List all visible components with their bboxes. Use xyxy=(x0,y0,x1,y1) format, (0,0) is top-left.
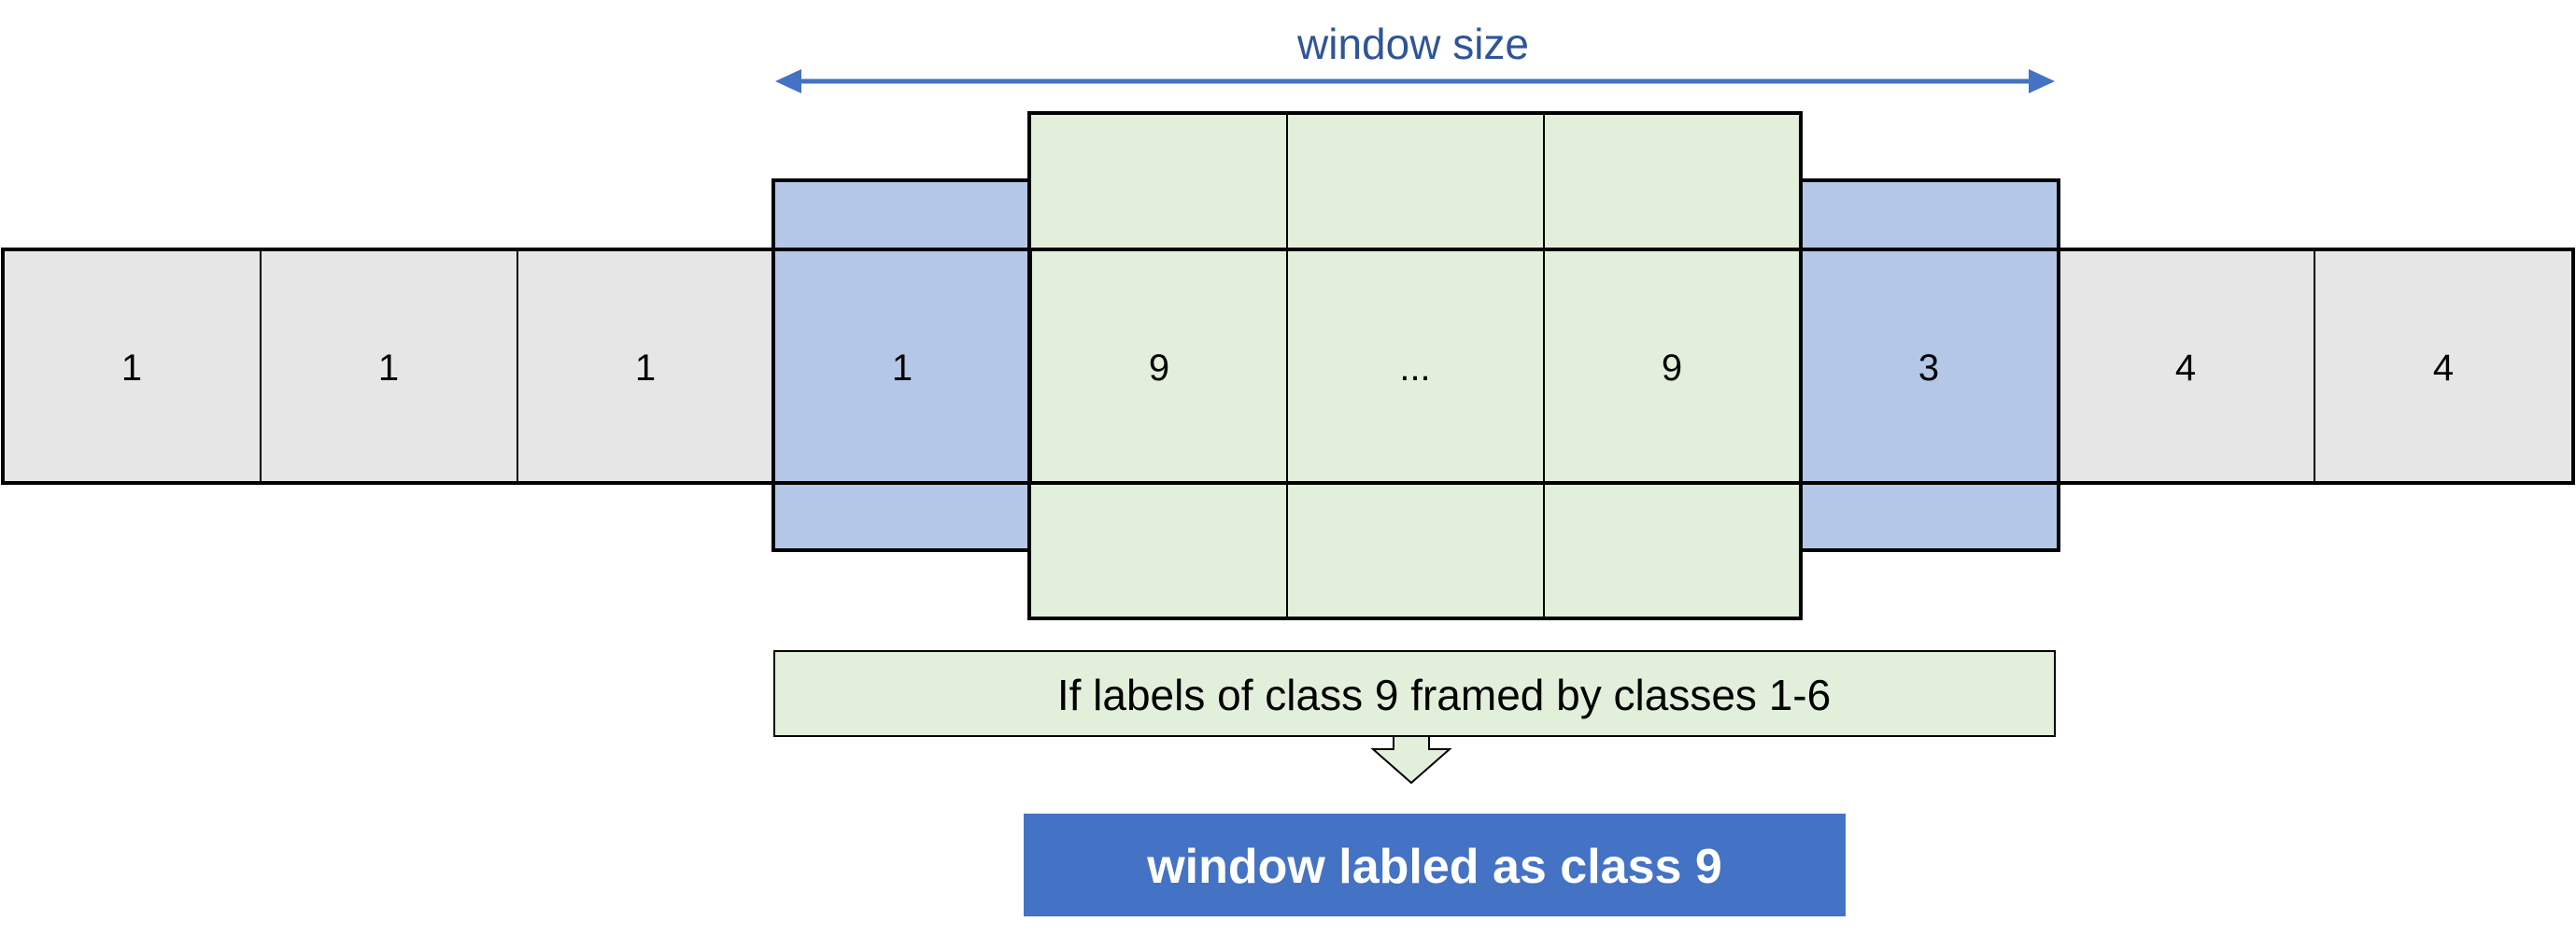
sequence-cell-label: ... xyxy=(1399,347,1430,389)
condition-box: If labels of class 9 framed by classes 1… xyxy=(773,650,2056,737)
sequence-row: 1 1 1 1 9 ... 9 3 4 4 xyxy=(1,248,2575,485)
sequence-row-border xyxy=(1,248,2575,485)
sequence-cell-bg xyxy=(1800,249,2058,483)
sequence-cell-label: 4 xyxy=(2175,347,2196,389)
sequence-cell-bg xyxy=(1544,249,1800,483)
sequence-cell-label: 4 xyxy=(2433,347,2454,389)
sequence-cell-bg xyxy=(3,249,261,483)
sequence-cell-bg xyxy=(2314,249,2573,483)
window-size-label: window size xyxy=(1296,20,1529,68)
result-box: window labled as class 9 xyxy=(1024,814,1846,916)
sequence-cell-label: 3 xyxy=(1918,347,1939,389)
sequence-cell-bg xyxy=(261,249,517,483)
sequence-cell-label: 9 xyxy=(1149,347,1169,389)
sequence-cell-label: 1 xyxy=(635,347,656,389)
sequence-cell-bg xyxy=(1031,249,1287,483)
sequence-cell-label: 9 xyxy=(1662,347,1682,389)
window-frame-borders xyxy=(771,113,2060,618)
sequence-cell-bg xyxy=(517,249,774,483)
result-text: window labled as class 9 xyxy=(1146,840,1722,894)
sequence-cell-label: 1 xyxy=(121,347,142,389)
condition-text: If labels of class 9 framed by classes 1… xyxy=(1057,671,1831,719)
sequence-cell-label: 1 xyxy=(892,347,913,389)
sequence-cell-bg xyxy=(774,249,1031,483)
sequence-cell-bg xyxy=(1287,249,1544,483)
sequence-cell-label: 1 xyxy=(378,347,399,389)
window-size-arrow xyxy=(775,69,2055,93)
sequence-cell-bg xyxy=(2058,249,2314,483)
down-arrow-icon xyxy=(1370,735,1452,785)
